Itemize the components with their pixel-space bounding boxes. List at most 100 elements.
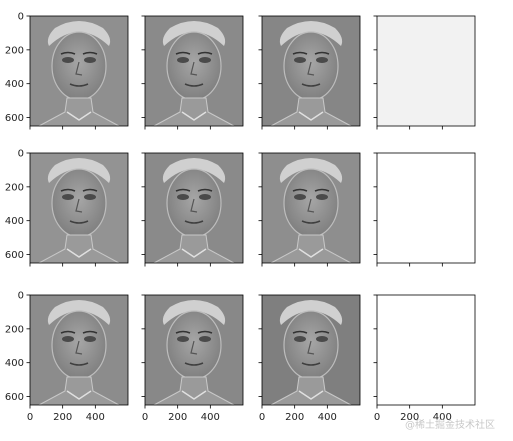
face-oval [283, 310, 339, 380]
face-eye [199, 57, 211, 63]
face-eye [62, 336, 74, 342]
face-collar [181, 248, 207, 258]
panel-image [377, 153, 475, 263]
face-brow [175, 188, 191, 192]
face-oval [283, 31, 339, 101]
face-hair [47, 300, 111, 325]
face-nose [307, 61, 315, 76]
face-brow [175, 51, 191, 55]
y-tick-label: 600 [5, 250, 24, 261]
watermark-text: @稀土掘金技术社区 [405, 418, 495, 431]
face-oval [166, 31, 222, 101]
face-brow [314, 188, 330, 192]
y-tick-label: 200 [5, 182, 24, 193]
panel-frame [29, 152, 129, 264]
panel-frame [29, 294, 129, 406]
face-mouth [301, 362, 321, 366]
face-brow [292, 330, 308, 334]
face-mouth [301, 220, 321, 224]
face-brow [314, 51, 330, 55]
face-eye [62, 57, 74, 63]
x-tick-label: 200 [53, 412, 72, 423]
panel [373, 152, 476, 267]
y-tick-label: 600 [5, 113, 24, 124]
panel-image [377, 16, 475, 126]
face-hair [279, 158, 343, 183]
face-hair [47, 158, 111, 183]
face-eye [316, 57, 328, 63]
face-mouth [69, 83, 89, 87]
face-collar [66, 390, 92, 400]
face-eye [177, 194, 189, 200]
face-hair [47, 21, 111, 46]
y-tick-label: 0 [18, 12, 24, 23]
face-mouth [184, 362, 204, 366]
x-tick-label: 400 [86, 412, 105, 423]
face-hair [162, 21, 226, 46]
face-eye [199, 194, 211, 200]
face-brow [314, 330, 330, 334]
panel-frame [144, 294, 244, 406]
face-hair [279, 300, 343, 325]
face-eye [294, 336, 306, 342]
face-nose [190, 340, 198, 355]
x-tick-label: 200 [168, 412, 187, 423]
face-brow [60, 330, 76, 334]
face-hair [279, 21, 343, 46]
panel [141, 15, 244, 130]
face-mouth [184, 83, 204, 87]
face-brow [292, 51, 308, 55]
x-tick-label: 400 [318, 412, 337, 423]
panel [373, 15, 476, 130]
panel-frame [261, 15, 361, 127]
face-brow [82, 330, 98, 334]
face-nose [75, 340, 83, 355]
face-nose [75, 198, 83, 213]
face-eye [84, 194, 96, 200]
panel [258, 152, 361, 267]
y-tick-label: 0 [18, 291, 24, 302]
face-collar [66, 248, 92, 258]
face-hair [162, 158, 226, 183]
face-eye [294, 57, 306, 63]
y-tick-label: 0 [18, 149, 24, 160]
panel-frame [261, 152, 361, 264]
face-collar [181, 111, 207, 121]
panel: 0 200 400 [258, 294, 361, 423]
x-tick-label: 400 [201, 412, 220, 423]
face-brow [197, 188, 213, 192]
face-collar [181, 390, 207, 400]
face-oval [51, 310, 107, 380]
face-brow [175, 330, 191, 334]
panel-frame [261, 294, 361, 406]
x-tick-label: 0 [259, 412, 265, 423]
face-oval [166, 310, 222, 380]
face-nose [307, 340, 315, 355]
panel-image [377, 295, 475, 405]
x-tick-label: 200 [285, 412, 304, 423]
face-brow [197, 51, 213, 55]
y-tick-label: 600 [5, 392, 24, 403]
face-brow [197, 330, 213, 334]
face-mouth [69, 220, 89, 224]
panel-frame [376, 15, 476, 127]
x-tick-label: 400 [433, 412, 452, 423]
face-collar [298, 111, 324, 121]
face-brow [292, 188, 308, 192]
face-oval [51, 168, 107, 238]
panel [258, 15, 361, 130]
panel-frame [29, 15, 129, 127]
panel: 0 200 400 600 [5, 12, 129, 130]
y-tick-label: 200 [5, 324, 24, 335]
face-collar [298, 390, 324, 400]
panel: 0 200 400 [373, 294, 476, 423]
face-eye [62, 194, 74, 200]
x-tick-label: 0 [142, 412, 148, 423]
face-eye [316, 194, 328, 200]
face-eye [294, 194, 306, 200]
face-collar [66, 111, 92, 121]
y-tick-label: 400 [5, 216, 24, 227]
y-tick-label: 400 [5, 358, 24, 369]
y-tick-label: 400 [5, 79, 24, 90]
